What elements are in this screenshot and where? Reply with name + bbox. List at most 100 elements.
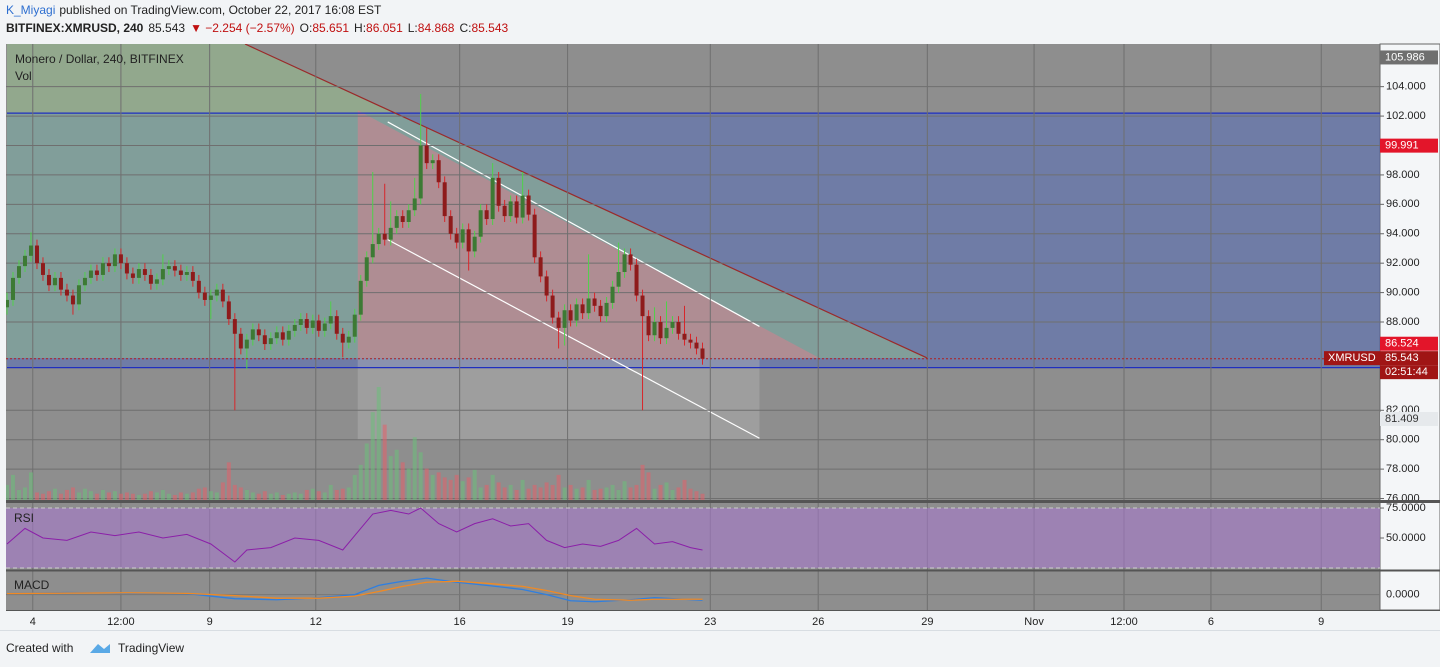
candle-body — [262, 335, 267, 345]
volume-bar — [406, 468, 411, 500]
candle-body — [190, 272, 195, 281]
candle-body — [688, 339, 693, 343]
volume-bar — [274, 492, 279, 500]
candle-body — [562, 310, 567, 328]
volume-bar — [130, 493, 135, 500]
countdown-label: 02:51:44 — [1385, 366, 1428, 378]
candle-body — [118, 254, 123, 264]
volume-bar — [100, 489, 105, 500]
volume-bar — [388, 456, 393, 500]
price-marker — [1380, 351, 1438, 366]
candle-body — [466, 229, 471, 252]
x-tick-label: 23 — [704, 616, 716, 628]
volume-bar — [466, 477, 471, 500]
volume-bar — [88, 491, 93, 500]
candle-body — [268, 338, 273, 345]
candle-body — [634, 264, 639, 296]
volume-bar — [376, 387, 381, 500]
candle-body — [280, 332, 285, 340]
volume-bar — [250, 492, 255, 500]
ohlc-value: 84.868 — [418, 21, 455, 35]
x-tick-label: 9 — [207, 616, 213, 628]
volume-bar — [40, 493, 45, 500]
candle-body — [682, 333, 687, 340]
volume-bar — [394, 449, 399, 500]
price-marker — [1380, 138, 1438, 153]
price-marker-label: 99.991 — [1385, 140, 1419, 152]
footer-created: Created with — [6, 641, 73, 655]
author[interactable]: K_Miyagi — [6, 3, 55, 17]
volume-bar — [76, 492, 81, 500]
volume-bar — [34, 492, 39, 500]
candle-body — [220, 289, 225, 302]
candle-body — [532, 214, 537, 258]
volume-bar — [256, 493, 261, 500]
symbol-tag — [1324, 351, 1380, 366]
candle-body — [514, 201, 519, 218]
volume-bar — [310, 488, 315, 500]
volume-bar — [154, 492, 159, 500]
ohlc-label: O: — [300, 21, 313, 35]
volume-bar — [352, 474, 357, 500]
volume-bar — [676, 487, 681, 500]
candle-body — [652, 322, 657, 336]
volume-bar — [514, 489, 519, 500]
candle-body — [232, 319, 237, 334]
candle-body — [274, 332, 279, 339]
x-tick-label: 26 — [812, 616, 824, 628]
volume-bar — [292, 492, 297, 500]
candle-body — [34, 245, 39, 264]
candle-body — [616, 272, 621, 287]
volume-bar — [64, 489, 69, 500]
volume-bar — [298, 493, 303, 500]
candle-body — [424, 145, 429, 164]
candle-body — [664, 327, 669, 339]
ohlc-value: 86.051 — [366, 21, 403, 35]
candle-body — [550, 295, 555, 318]
volume-bar — [610, 484, 615, 500]
price-marker-label: 86.524 — [1385, 338, 1419, 350]
candle-body — [448, 216, 453, 234]
volume-bar — [142, 493, 147, 500]
candle-body — [94, 270, 99, 275]
volume-bar — [442, 477, 447, 500]
volume-bar — [346, 487, 351, 500]
volume-bar — [94, 493, 99, 500]
candle-body — [340, 333, 345, 343]
candle-body — [580, 304, 585, 314]
footer-brand[interactable]: TradingView — [118, 641, 184, 655]
symbol: BITFINEX:XMRUSD, 240 — [6, 21, 144, 35]
volume-bar — [106, 492, 111, 500]
volume-bar — [226, 462, 231, 500]
volume-bar — [622, 481, 627, 500]
candle-body — [568, 310, 573, 321]
volume-bar — [46, 491, 51, 500]
candle-body — [502, 205, 507, 217]
candle-body — [364, 257, 369, 281]
candle-body — [310, 320, 315, 328]
volume-bar — [700, 493, 705, 500]
volume-bar — [538, 487, 543, 500]
volume-bar — [550, 484, 555, 500]
volume-bar — [10, 474, 15, 500]
price-marker — [1380, 50, 1438, 65]
volume-bar — [586, 479, 591, 500]
drawing-line — [387, 239, 760, 439]
volume-bar — [418, 452, 423, 500]
rsi-band — [6, 508, 1380, 568]
countdown-box — [1380, 365, 1438, 380]
volume-bar — [82, 488, 87, 500]
volume-bar — [448, 479, 453, 500]
volume-bar — [70, 487, 75, 500]
volume-bar — [664, 482, 669, 500]
volume-bar — [52, 488, 57, 500]
candle-body — [400, 216, 405, 222]
macd-line — [6, 580, 703, 601]
volume-bar — [340, 488, 345, 500]
y-tick-label: 92.000 — [1386, 257, 1420, 269]
volume-bar — [430, 474, 435, 500]
candle-body — [490, 177, 495, 220]
volume-bar — [16, 489, 21, 500]
volume-bar — [322, 492, 327, 500]
volume-bar — [616, 489, 621, 500]
